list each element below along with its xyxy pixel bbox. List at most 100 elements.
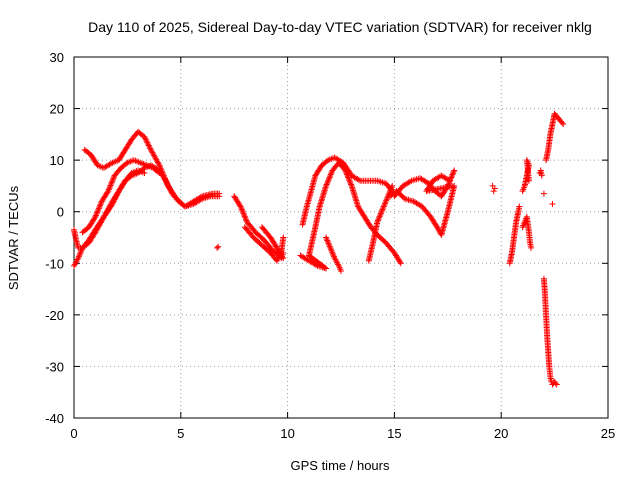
data-point [242, 214, 249, 221]
data-point [109, 178, 116, 185]
data-point [280, 249, 287, 256]
data-point [141, 170, 148, 177]
data-point [380, 203, 387, 210]
y-tick-label: -30 [45, 359, 64, 374]
tick-layer: 0 5 10 15 20 25 -40 -30 -20 -10 0 10 20 30 [45, 50, 615, 441]
data-point [323, 181, 330, 188]
data-point [108, 181, 115, 188]
data-point [376, 214, 383, 221]
data-point [516, 203, 523, 210]
data-point [94, 209, 101, 216]
data-point [445, 176, 452, 183]
data-point [450, 168, 457, 175]
data-point [323, 235, 330, 242]
data-point [93, 211, 100, 218]
data-point [237, 203, 244, 210]
data-point [109, 200, 116, 207]
data-point [344, 171, 351, 178]
data-point [330, 252, 337, 259]
data-point [108, 179, 115, 186]
data-point [239, 209, 246, 216]
data-point [145, 141, 152, 148]
data-point [345, 174, 352, 181]
data-point [95, 205, 102, 212]
data-point [388, 185, 395, 192]
data-point [538, 172, 545, 179]
data-point [342, 168, 349, 175]
data-point [92, 213, 99, 220]
data-point [77, 250, 84, 257]
data-point [156, 162, 163, 169]
data-point [348, 181, 355, 188]
data-point [376, 213, 383, 220]
data-point [559, 119, 566, 126]
x-tick-label: 25 [601, 426, 615, 441]
data-point [241, 213, 248, 220]
data-point [141, 133, 148, 140]
data-point [156, 170, 163, 177]
data-point [215, 243, 222, 250]
data-point [374, 217, 381, 224]
data-point [378, 209, 385, 216]
data-point [448, 173, 455, 180]
data-point [76, 252, 83, 259]
data-point [143, 138, 150, 145]
data-point [78, 247, 85, 254]
chart-title: Day 110 of 2025, Sidereal Day-to-day VTE… [88, 19, 592, 35]
data-point [329, 250, 336, 257]
data-point [108, 160, 115, 167]
data-point [147, 145, 154, 152]
data-point [491, 185, 498, 192]
data-point [387, 187, 394, 194]
data-point [560, 121, 567, 128]
data-point [92, 212, 99, 219]
data-point [397, 260, 404, 267]
data-point [330, 253, 337, 260]
data-point [276, 250, 283, 257]
data-point [280, 234, 287, 241]
data-point [110, 175, 117, 182]
data-point [388, 184, 395, 191]
data-point [97, 201, 104, 208]
data-point [242, 216, 249, 223]
data-point [375, 216, 382, 223]
data-point [236, 202, 243, 209]
data-point [107, 182, 114, 189]
x-tick-label: 15 [387, 426, 401, 441]
data-point [343, 170, 350, 177]
data-point [158, 166, 165, 173]
data-point [378, 207, 385, 214]
data-point [95, 206, 102, 213]
data-point [155, 169, 162, 176]
y-tick-label: -10 [45, 256, 64, 271]
data-point [381, 200, 388, 207]
data-point [163, 178, 170, 185]
data-point [324, 180, 331, 187]
data-point [142, 135, 149, 142]
data-point [346, 177, 353, 184]
data-point [273, 244, 280, 251]
data-point [75, 255, 82, 262]
data-point [327, 244, 334, 251]
data-point [106, 185, 113, 192]
data-point [328, 170, 335, 177]
data-point [161, 174, 168, 181]
data-point [240, 210, 247, 217]
data-point [344, 173, 351, 180]
data-point [345, 175, 352, 182]
y-axis-label: SDTVAR / TECUs [6, 185, 21, 290]
data-point [540, 190, 547, 197]
data-point [160, 171, 167, 178]
data-point [160, 172, 167, 179]
data-point [109, 176, 116, 183]
data-point [377, 210, 384, 217]
data-point [326, 174, 333, 181]
data-point [323, 234, 330, 241]
data-point [98, 199, 105, 206]
data-point [112, 195, 119, 202]
data-points [71, 110, 567, 388]
data-point [338, 268, 344, 275]
data-point [275, 247, 282, 254]
data-point [104, 189, 111, 196]
